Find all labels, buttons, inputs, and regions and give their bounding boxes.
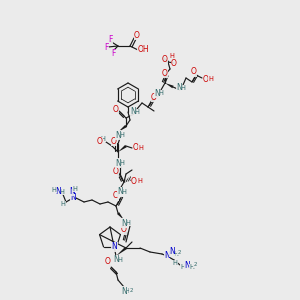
Text: N: N bbox=[117, 188, 123, 196]
Text: H: H bbox=[135, 109, 140, 115]
Polygon shape bbox=[165, 83, 174, 88]
Text: F: F bbox=[108, 35, 112, 44]
Text: H: H bbox=[73, 186, 77, 192]
Text: N: N bbox=[169, 248, 175, 256]
Text: N: N bbox=[70, 194, 76, 202]
Text: O: O bbox=[131, 176, 137, 185]
Text: N: N bbox=[154, 88, 160, 98]
Text: N: N bbox=[115, 158, 121, 167]
Text: F: F bbox=[111, 50, 115, 58]
Text: 2: 2 bbox=[177, 250, 181, 254]
Text: O: O bbox=[111, 136, 117, 146]
Text: O: O bbox=[121, 226, 127, 235]
Text: F: F bbox=[104, 44, 108, 52]
Text: N: N bbox=[69, 187, 75, 196]
Text: H: H bbox=[190, 264, 194, 270]
Text: O: O bbox=[171, 58, 177, 68]
Text: H: H bbox=[52, 187, 56, 193]
Text: H: H bbox=[60, 189, 64, 195]
Text: N: N bbox=[121, 286, 127, 296]
Text: O: O bbox=[113, 191, 119, 200]
Text: H: H bbox=[120, 160, 124, 166]
Text: O: O bbox=[113, 167, 119, 176]
Text: H: H bbox=[118, 257, 122, 263]
Text: N: N bbox=[176, 83, 182, 92]
Text: H: H bbox=[120, 132, 124, 138]
Text: N: N bbox=[184, 260, 190, 269]
Text: N: N bbox=[55, 188, 61, 196]
Text: 2: 2 bbox=[129, 289, 133, 293]
Text: H: H bbox=[181, 264, 185, 270]
Text: O: O bbox=[151, 92, 157, 101]
Text: H: H bbox=[208, 76, 213, 82]
Text: H: H bbox=[172, 260, 177, 266]
Text: O: O bbox=[133, 143, 139, 152]
Text: O: O bbox=[134, 31, 140, 40]
Text: N: N bbox=[130, 107, 136, 116]
Text: N: N bbox=[112, 242, 117, 251]
Text: O: O bbox=[191, 68, 197, 76]
Text: H: H bbox=[181, 85, 185, 91]
Text: H: H bbox=[169, 53, 174, 59]
Text: N: N bbox=[164, 251, 170, 260]
Text: O: O bbox=[113, 104, 119, 113]
Text: O: O bbox=[162, 68, 168, 77]
Text: H: H bbox=[61, 201, 65, 207]
Text: H: H bbox=[122, 189, 126, 195]
Text: O: O bbox=[97, 137, 103, 146]
Text: O: O bbox=[105, 257, 111, 266]
Text: N: N bbox=[121, 218, 127, 227]
Polygon shape bbox=[117, 212, 124, 220]
Text: H: H bbox=[124, 288, 129, 294]
Text: H: H bbox=[159, 90, 164, 96]
Text: N: N bbox=[113, 256, 119, 265]
Text: H: H bbox=[100, 136, 105, 142]
Text: H: H bbox=[138, 178, 142, 184]
Polygon shape bbox=[118, 125, 127, 132]
Text: H: H bbox=[174, 251, 178, 257]
Text: H: H bbox=[139, 145, 143, 151]
Text: N: N bbox=[115, 130, 121, 140]
Text: OH: OH bbox=[137, 46, 149, 55]
Text: O: O bbox=[203, 74, 209, 83]
Text: H: H bbox=[126, 220, 130, 226]
Polygon shape bbox=[118, 145, 127, 152]
Text: 2: 2 bbox=[193, 262, 197, 268]
Polygon shape bbox=[116, 247, 127, 256]
Text: O: O bbox=[162, 55, 168, 64]
